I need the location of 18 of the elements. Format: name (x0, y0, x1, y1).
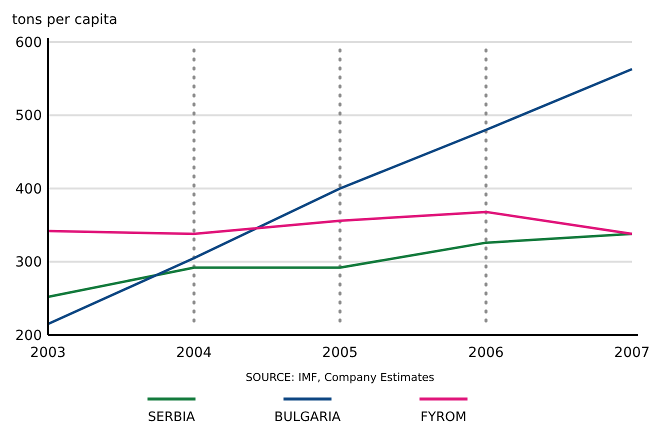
y-axis-title: tons per capita (12, 12, 118, 28)
y-tick-label: 500 (15, 108, 42, 124)
y-tick-label: 400 (15, 181, 42, 198)
x-tick-label: 2004 (176, 345, 212, 361)
legend-label: SERBIA (148, 410, 196, 425)
x-tick-label: 2003 (30, 345, 66, 361)
y-tick-label: 200 (15, 328, 42, 344)
y-tick-label: 600 (15, 34, 42, 51)
legend-label: FYROM (420, 410, 466, 425)
line-series (46, 210, 634, 236)
x-tick-label: 2006 (468, 345, 504, 361)
line-series (46, 68, 634, 326)
x-tick-label: 2007 (614, 345, 650, 361)
x-tick-label: 2005 (322, 345, 358, 361)
source-note: SOURCE: IMF, Company Estimates (246, 371, 435, 384)
line-series (46, 232, 634, 298)
y-tick-label: 300 (15, 254, 42, 271)
legend-label: BULGARIA (274, 410, 341, 425)
